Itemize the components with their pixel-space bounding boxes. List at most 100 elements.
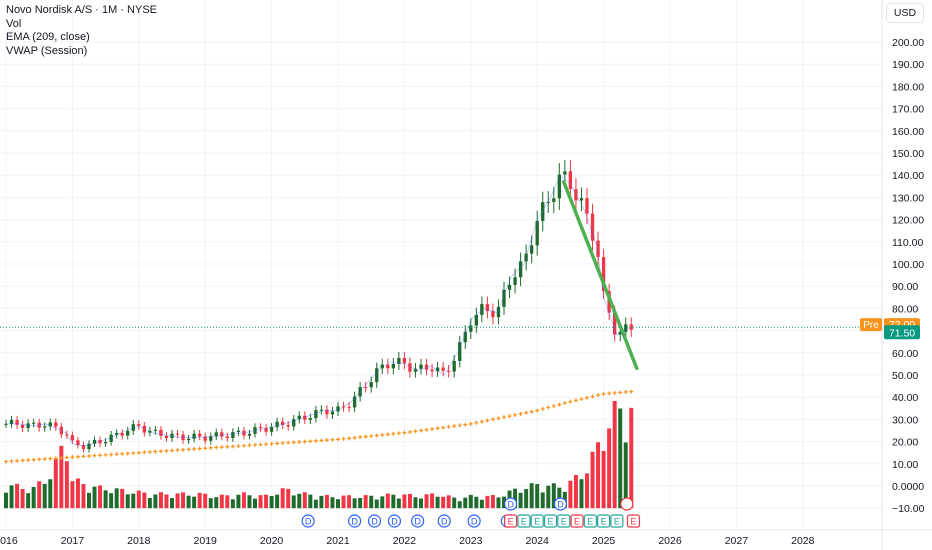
volume-bar (579, 479, 584, 509)
earnings-icon-letter: E (547, 517, 553, 527)
volume-bar (31, 487, 36, 509)
volume-bar (253, 498, 257, 509)
dividend-icon (553, 497, 568, 511)
volume-bar (275, 494, 280, 509)
candle-body (308, 418, 312, 420)
volume-bar (358, 497, 363, 509)
symbol-title[interactable]: Novo Nordisk A/S · 1M · NYSE (6, 4, 157, 16)
volume-bar (114, 488, 119, 509)
vol-indicator-label[interactable]: Vol (6, 17, 22, 30)
volume-bar (402, 494, 407, 509)
candle-body (32, 422, 36, 424)
candle-body (513, 277, 517, 285)
volume-bar (391, 494, 396, 509)
vwap-marker (319, 438, 324, 443)
vwap-marker (264, 442, 269, 447)
vwap-marker (396, 431, 401, 436)
volume-bar (546, 485, 551, 509)
y-tick-label: 200.00 (892, 37, 924, 49)
candle-body (596, 240, 600, 257)
dividend-icon (411, 514, 425, 528)
volume-bar (264, 494, 269, 509)
candle-body (231, 432, 235, 439)
volume-bar (502, 496, 506, 509)
vwap-marker (374, 433, 379, 438)
vwap-marker (585, 395, 589, 400)
vwap-marker (275, 441, 280, 446)
volume-bar (441, 496, 446, 509)
ema-indicator-label[interactable]: EMA (209, close) (6, 31, 90, 43)
vwap-marker (568, 399, 573, 404)
candle-body (452, 360, 456, 372)
vwap-marker (330, 437, 335, 442)
volume-bar (518, 492, 523, 509)
candle-body (15, 419, 19, 425)
volume-bar (109, 493, 114, 509)
candle-body (563, 171, 567, 175)
candle-body (9, 419, 14, 424)
volume-bar (15, 483, 20, 509)
vwap-marker (529, 409, 534, 414)
vwap-marker (291, 440, 296, 445)
dividend-icon-letter: D (507, 500, 514, 510)
volume-bar (297, 493, 302, 509)
candle-body (579, 198, 584, 201)
volume-bar (496, 497, 501, 509)
volume-bar (623, 442, 628, 509)
vwap-marker (153, 449, 158, 454)
vwap-marker (607, 391, 612, 396)
vwap-marker (341, 436, 346, 441)
earnings-icon (610, 514, 624, 528)
volume-bar (258, 495, 263, 509)
vwap-marker (557, 402, 562, 407)
x-tick-label: 2023 (459, 535, 483, 547)
vwap-marker (236, 444, 241, 449)
y-tick-label: 170.00 (892, 104, 924, 116)
volume-bar (590, 451, 595, 509)
vwap-indicator-label[interactable]: VWAP (Session) (6, 44, 88, 57)
vwap-marker (540, 407, 545, 412)
volume-bar (424, 494, 429, 509)
currency-button[interactable]: USD (886, 3, 924, 23)
vwap-marker (573, 398, 578, 403)
vwap-marker (186, 447, 191, 452)
volume-bar (596, 442, 601, 509)
earnings-icon (530, 514, 544, 528)
dividend-icon-letter: D (351, 517, 358, 527)
volume-bar (601, 450, 606, 509)
candle-body (496, 306, 501, 318)
volume-bar (363, 495, 368, 509)
vwap-marker (518, 411, 523, 416)
volume-bar (369, 495, 374, 509)
volume-bar (75, 478, 80, 509)
candle-body (48, 422, 52, 427)
candle-body (474, 314, 478, 326)
earnings-icon (596, 514, 611, 528)
candle-body (380, 364, 384, 369)
volume-bar (629, 407, 634, 509)
volume-bar (142, 492, 147, 509)
earnings-icon (583, 514, 597, 528)
candle-body (214, 432, 218, 437)
chart-legend: Novo Nordisk A/S · 1M · NYSE Vol EMA (20… (6, 4, 157, 58)
vwap-marker (562, 401, 567, 406)
y-tick-label: 120.00 (892, 215, 924, 227)
vwap-marker (214, 445, 219, 450)
candle-body (441, 367, 445, 371)
candle-body (364, 387, 368, 389)
y-tick-label: 10.00 (892, 459, 918, 471)
vwap-marker (81, 454, 86, 459)
vwap-marker (490, 417, 495, 422)
vwap-marker (452, 424, 457, 429)
y-tick-label: 130.00 (892, 192, 924, 204)
vwap-marker (26, 458, 31, 463)
candle-body (297, 415, 301, 420)
x-tick-label: 2025 (592, 535, 616, 547)
candle-body (103, 441, 108, 444)
vwap-marker (225, 444, 230, 449)
candle-body (518, 261, 523, 278)
vwap-marker (286, 440, 291, 445)
vwap-marker (369, 434, 374, 439)
vwap-marker (441, 425, 446, 430)
